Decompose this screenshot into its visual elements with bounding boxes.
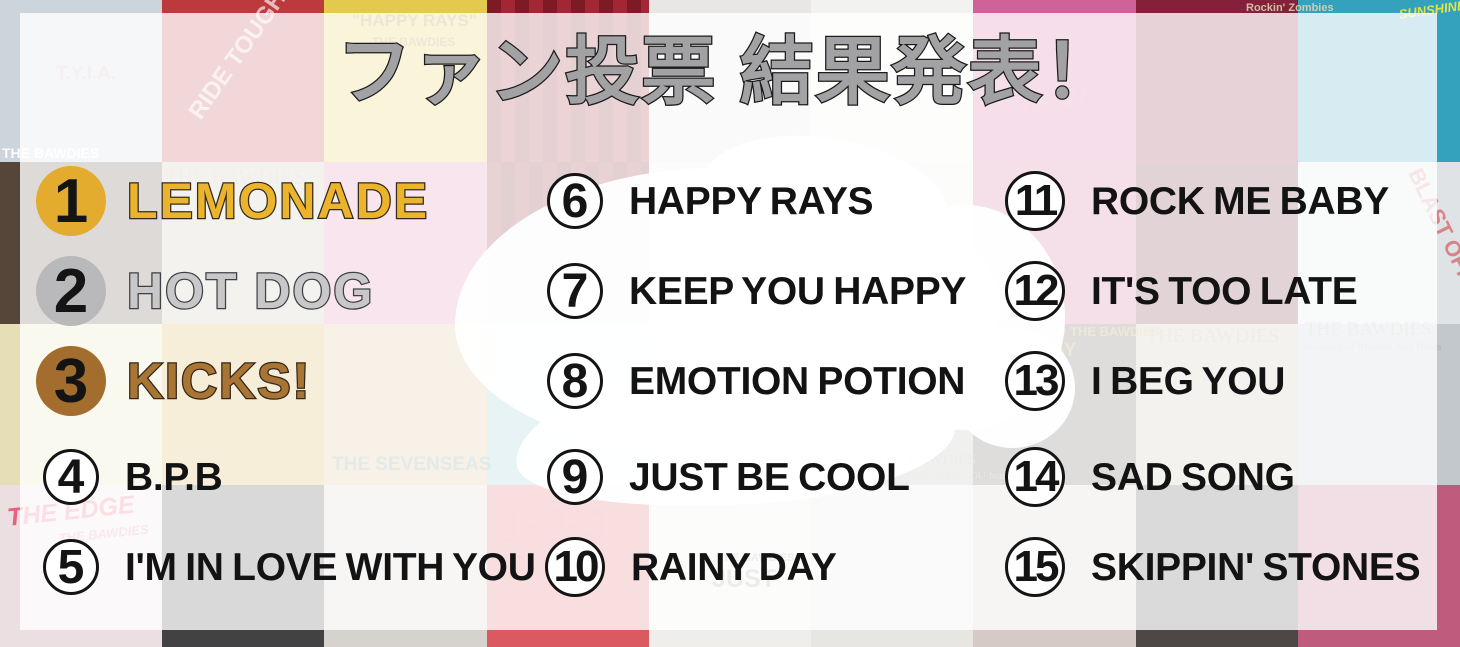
- rank-badge: 9: [547, 449, 603, 505]
- song-title: JUST BE COOL: [629, 455, 910, 499]
- song-title: KEEP YOU HAPPY: [629, 269, 967, 313]
- rank-item: 13 I BEG YOU: [1005, 351, 1285, 411]
- rank-badge: 6: [547, 173, 603, 229]
- rank-item: 3 KICKS!: [36, 346, 311, 416]
- rank-badge: 13: [1005, 351, 1065, 411]
- rank-badge: 11: [1005, 171, 1065, 231]
- song-title: SKIPPIN' STONES: [1091, 545, 1421, 589]
- rank-badge: 12: [1005, 261, 1065, 321]
- song-title: EMOTION POTION: [629, 359, 966, 403]
- rank-item: 6 HAPPY RAYS: [547, 173, 874, 229]
- song-title: IT'S TOO LATE: [1091, 269, 1358, 313]
- rank-badge: 4: [43, 449, 99, 505]
- song-title: LEMONADE: [126, 173, 430, 229]
- white-panel-overlay: [20, 13, 1437, 630]
- rank-item: 14 SAD SONG: [1005, 447, 1295, 507]
- rank-badge: 7: [547, 263, 603, 319]
- rank-badge: 10: [545, 537, 605, 597]
- song-title: SAD SONG: [1091, 455, 1295, 499]
- rank-badge: 2: [36, 256, 106, 326]
- song-title: HAPPY RAYS: [629, 179, 874, 223]
- rank-item: 2 HOT DOG: [36, 256, 374, 326]
- song-title: ROCK ME BABY: [1091, 179, 1389, 223]
- rank-item: 7 KEEP YOU HAPPY: [547, 263, 966, 319]
- rank-item: 4 B.P.B: [43, 449, 223, 505]
- song-title: KICKS!: [126, 353, 312, 409]
- rank-item: 8 EMOTION POTION: [547, 353, 965, 409]
- song-title: B.P.B: [125, 455, 223, 499]
- song-title: I'M IN LOVE WITH YOU: [125, 545, 536, 589]
- cover-text-fragment: Rockin' Zombies: [1246, 2, 1334, 14]
- rank-item: 11 ROCK ME BABY: [1005, 171, 1389, 231]
- rank-item: 12 IT'S TOO LATE: [1005, 261, 1358, 321]
- song-title: HOT DOG: [126, 263, 375, 319]
- rank-item: 15 SKIPPIN' STONES: [1005, 537, 1421, 597]
- rank-badge: 1: [36, 166, 106, 236]
- page-title: ファン投票 結果発表！: [336, 29, 1120, 114]
- rank-badge: 5: [43, 539, 99, 595]
- song-title: I BEG YOU: [1091, 359, 1286, 403]
- rank-item: 5 I'M IN LOVE WITH YOU: [43, 539, 536, 595]
- rank-item: 10 RAINY DAY: [545, 537, 837, 597]
- rank-item: 1 LEMONADE: [36, 166, 429, 236]
- rank-badge: 14: [1005, 447, 1065, 507]
- rank-badge: 8: [547, 353, 603, 409]
- rank-badge: 3: [36, 346, 106, 416]
- rank-item: 9 JUST BE COOL: [547, 449, 910, 505]
- song-title: RAINY DAY: [631, 545, 837, 589]
- rank-badge: 15: [1005, 537, 1065, 597]
